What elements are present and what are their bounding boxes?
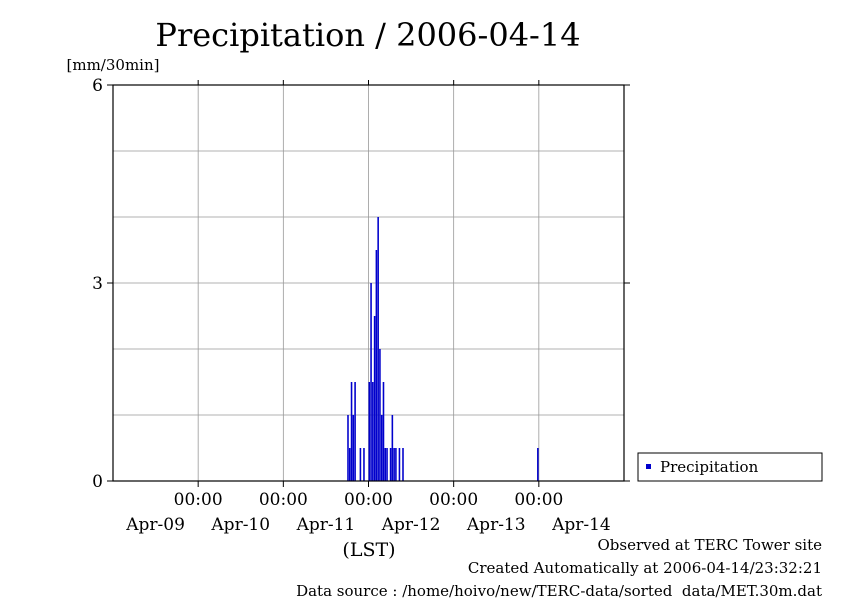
x-tick-label-date: Apr-14 [551,515,611,535]
bar [391,415,394,481]
axes [107,80,630,487]
x-tick-label-time: 00:00 [429,490,478,510]
bar [350,382,353,481]
x-tick-label-time: 00:00 [259,490,308,510]
bar [386,448,388,481]
x-tick-label-date: Apr-11 [296,515,356,535]
x-tick-label-time: 00:00 [344,490,393,510]
bar [398,448,401,481]
bar [348,448,351,481]
footer-data-source: Data source : /home/hoivo/new/TERC-data/… [296,582,822,600]
footer-observed: Observed at TERC Tower site [597,536,822,554]
legend-label-precipitation: Precipitation [660,458,759,476]
footer-created: Created Automatically at 2006-04-14/23:3… [467,559,822,577]
x-tick-label-date: Apr-09 [125,515,185,535]
bar [395,448,397,481]
bar [379,349,381,481]
y-tick-label: 0 [92,472,103,492]
bar [372,382,374,481]
x-tick-label-date: Apr-12 [381,515,441,535]
bar [370,283,372,481]
x-tick-label-time: 00:00 [174,490,223,510]
bar [402,448,404,481]
x-tick-label-time: 00:00 [514,490,563,510]
bar [354,382,356,481]
bar [384,448,387,481]
bar [393,448,395,481]
tick-labels: 0 3 6 00:00 00:00 00:00 00:00 00:00 Apr-09 Apr-10… [92,76,611,535]
x-tick-label-date: Apr-10 [210,515,270,535]
bar [537,448,539,481]
bar [377,217,379,481]
x-axis-label: (LST) [342,539,395,561]
bar [380,415,383,481]
y-axis-unit-label: [mm/30min] [67,56,160,74]
bar [359,448,362,481]
bar [382,382,385,481]
chart-title: Precipitation / 2006-04-14 [155,16,580,54]
bar [352,415,355,481]
bar [347,415,349,481]
y-tick-label: 3 [92,274,103,294]
bar [368,382,371,481]
bar [389,448,392,481]
legend-box [637,452,823,482]
bar [373,316,376,481]
x-tick-label-date: Apr-13 [466,515,526,535]
legend-swatch-precipitation [646,464,651,469]
bar-series-precipitation [347,217,539,481]
bar [363,448,365,481]
legend: Precipitation [637,452,823,482]
y-tick-label: 6 [92,76,103,96]
bar [375,250,378,481]
